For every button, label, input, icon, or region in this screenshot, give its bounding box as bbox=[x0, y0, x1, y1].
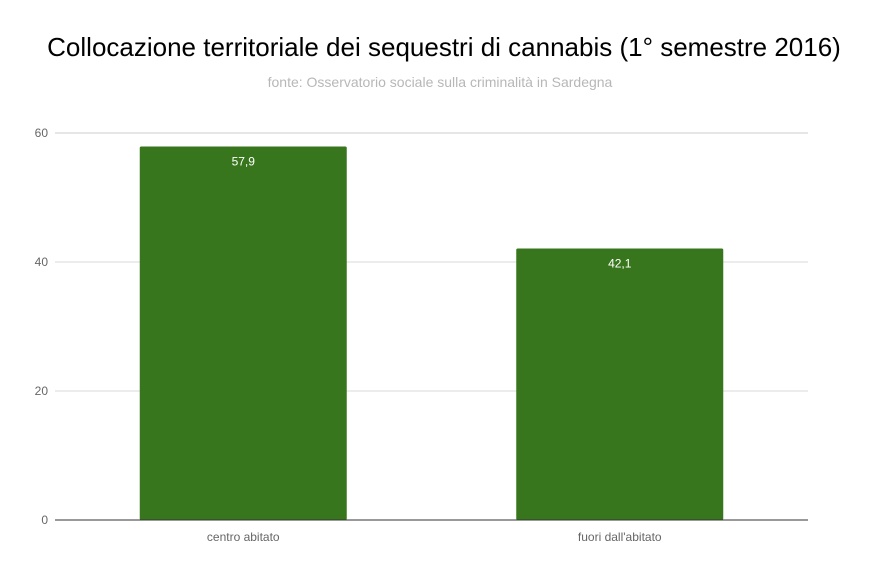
y-tick-label: 0 bbox=[41, 513, 48, 527]
chart-title: Collocazione territoriale dei sequestri … bbox=[47, 32, 841, 62]
y-tick-label: 40 bbox=[35, 255, 49, 269]
data-label: 57,9 bbox=[232, 155, 256, 169]
chart-subtitle: fonte: Osservatorio sociale sulla crimin… bbox=[268, 74, 613, 90]
x-tick-label: fuori dall'abitato bbox=[578, 530, 662, 544]
bar bbox=[516, 248, 724, 520]
data-label: 42,1 bbox=[608, 256, 632, 270]
y-tick-label: 60 bbox=[35, 126, 49, 140]
y-tick-label: 20 bbox=[35, 384, 49, 398]
x-tick-label: centro abitato bbox=[207, 530, 280, 544]
bar bbox=[139, 146, 347, 521]
